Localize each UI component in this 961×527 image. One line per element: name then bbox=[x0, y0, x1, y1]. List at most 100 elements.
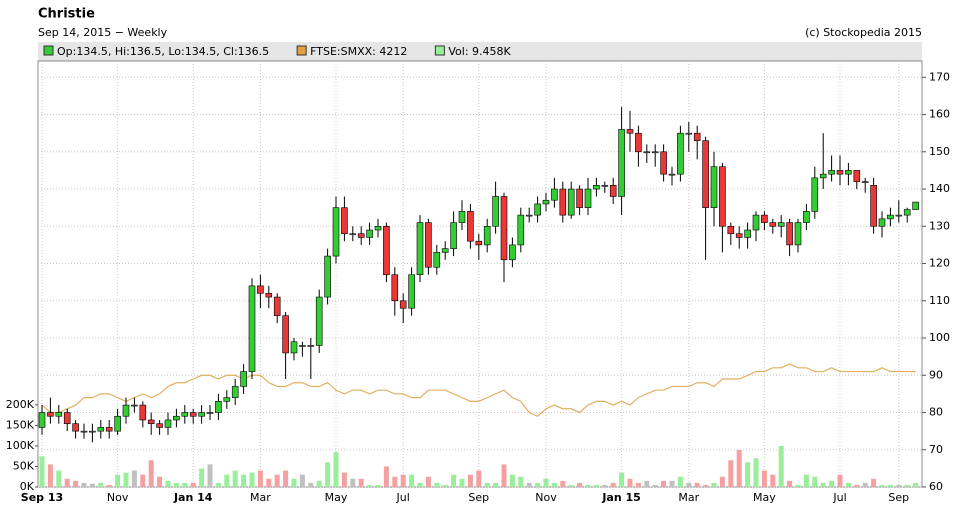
volume-bar bbox=[761, 470, 767, 487]
volume-bar bbox=[627, 478, 633, 487]
candle-body bbox=[559, 188, 567, 216]
volume-bar bbox=[568, 484, 574, 487]
volume-bar bbox=[669, 480, 675, 487]
volume-bar bbox=[56, 470, 62, 487]
y2-tick-label: 100K bbox=[6, 439, 35, 452]
candle-body bbox=[366, 229, 373, 238]
volume-bar bbox=[173, 482, 179, 487]
candle-body bbox=[584, 188, 592, 208]
candle-body bbox=[282, 315, 289, 354]
candle-body bbox=[525, 214, 533, 217]
index-line bbox=[41, 363, 916, 417]
volume-bar bbox=[711, 482, 717, 487]
volume-bar bbox=[417, 482, 423, 487]
candle-body bbox=[307, 345, 315, 347]
candle-body bbox=[492, 196, 499, 227]
volume-bar bbox=[829, 480, 835, 487]
volume-bar bbox=[425, 476, 431, 487]
y-tick-label: 130 bbox=[929, 219, 950, 232]
volume-bar bbox=[728, 460, 734, 487]
y-tick-label: 60 bbox=[929, 480, 943, 493]
volume-bar bbox=[64, 478, 70, 487]
legend-label: Vol: 9.458K bbox=[448, 45, 511, 58]
candle-body bbox=[55, 412, 63, 417]
legend-bar bbox=[38, 42, 922, 61]
legend-label: Op:134.5, Hi:136.5, Lo:134.5, Cl:136.5 bbox=[57, 45, 269, 58]
volume-bar bbox=[274, 474, 280, 487]
volume-bar bbox=[383, 466, 389, 487]
volume-bar bbox=[123, 472, 129, 487]
volume-bar bbox=[484, 482, 490, 487]
volume-bar bbox=[341, 472, 347, 487]
volume-bar bbox=[661, 480, 667, 487]
candle-body bbox=[593, 185, 600, 190]
volume-bar bbox=[778, 445, 784, 487]
candle-body bbox=[693, 132, 701, 141]
candle-body bbox=[357, 233, 365, 238]
x-tick-label: May bbox=[753, 491, 776, 504]
legend-swatch bbox=[296, 45, 307, 56]
candle-body bbox=[895, 214, 903, 217]
volume-bar bbox=[467, 474, 473, 487]
y-tick-label: 170 bbox=[929, 70, 950, 83]
volume-bar bbox=[619, 472, 625, 487]
candle-body bbox=[828, 170, 835, 175]
candle-body bbox=[845, 170, 852, 175]
candle-body bbox=[441, 248, 449, 253]
candle-body bbox=[710, 166, 718, 208]
volume-bar bbox=[644, 480, 650, 487]
candle-body bbox=[685, 132, 693, 135]
volume-bar bbox=[442, 484, 448, 487]
candle-body bbox=[551, 188, 558, 201]
candle-body bbox=[660, 151, 667, 175]
candle-body bbox=[786, 222, 793, 246]
candle-body bbox=[189, 412, 197, 417]
candle-body bbox=[273, 296, 281, 316]
candle-body bbox=[878, 218, 886, 227]
candle-body bbox=[97, 427, 105, 432]
y-tick-label: 100 bbox=[929, 331, 950, 344]
volume-bar bbox=[694, 482, 700, 487]
volume-bar bbox=[803, 474, 809, 487]
candle-body bbox=[467, 211, 474, 242]
credit: (c) Stockopedia 2015 bbox=[805, 26, 922, 39]
volume-bar bbox=[98, 482, 104, 487]
volume-bar bbox=[812, 476, 818, 487]
volume-bar bbox=[299, 474, 305, 487]
candle-body bbox=[475, 240, 483, 246]
candle-body bbox=[702, 140, 709, 208]
volume-bar bbox=[745, 462, 751, 487]
volume-bar bbox=[232, 470, 238, 487]
x-tick-label: Sep bbox=[468, 491, 489, 504]
volume-bar bbox=[199, 468, 205, 487]
candle-body bbox=[433, 252, 441, 268]
volume-bar bbox=[543, 478, 549, 487]
candle-body bbox=[727, 225, 735, 235]
volume-bar bbox=[283, 470, 289, 487]
x-tick-label: Nov bbox=[107, 491, 129, 504]
volume-bar bbox=[862, 482, 868, 487]
candle-body bbox=[601, 185, 609, 187]
candle-body bbox=[870, 185, 877, 227]
volume-bar bbox=[434, 482, 440, 487]
candle-body bbox=[744, 229, 751, 238]
candle-body bbox=[777, 222, 785, 227]
volume-bar bbox=[459, 478, 465, 487]
volume-bar bbox=[207, 464, 213, 487]
volume-bar bbox=[560, 480, 566, 487]
candle-body bbox=[576, 188, 583, 208]
candle-body bbox=[341, 207, 348, 235]
volume-bar bbox=[148, 460, 154, 487]
candle-body bbox=[391, 274, 399, 302]
candle-body bbox=[299, 345, 306, 347]
volume-bar bbox=[652, 484, 658, 487]
candle-body bbox=[651, 151, 659, 154]
candle-body bbox=[105, 427, 113, 432]
candle-body bbox=[819, 173, 827, 179]
volume-bar bbox=[140, 474, 146, 487]
volume-bar bbox=[89, 483, 95, 487]
candle-body bbox=[567, 188, 575, 216]
y-tick-label: 90 bbox=[929, 368, 943, 381]
candle-body bbox=[383, 225, 390, 276]
